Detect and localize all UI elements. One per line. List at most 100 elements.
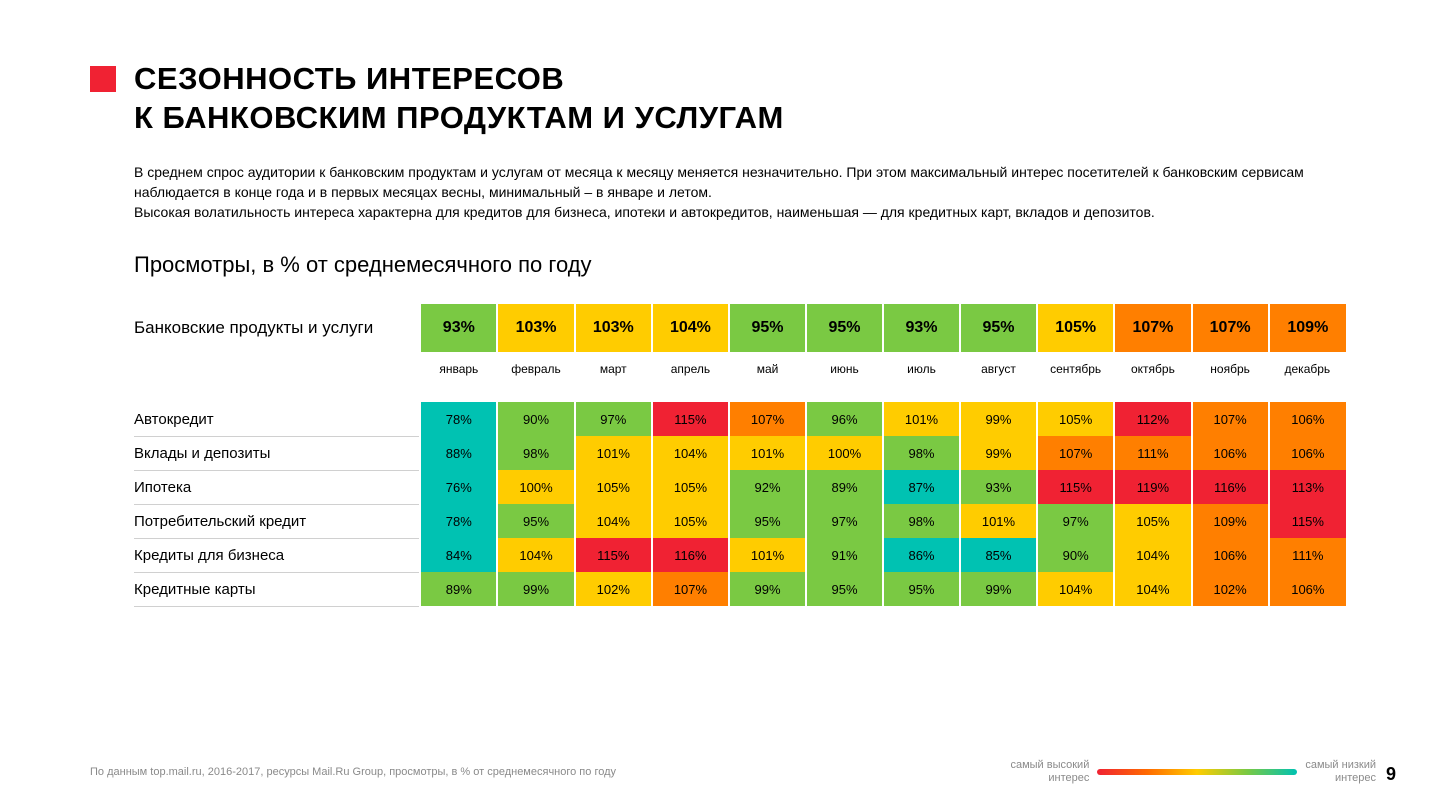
heatmap-cell: 104% bbox=[652, 436, 729, 470]
heatmap-cell: 95% bbox=[960, 304, 1037, 352]
heatmap-cell: 115% bbox=[1037, 470, 1114, 504]
heatmap-cell: 116% bbox=[652, 538, 729, 572]
heatmap-cell: 89% bbox=[806, 470, 883, 504]
heatmap-cell: 99% bbox=[960, 402, 1037, 436]
heatmap-cell: 95% bbox=[806, 572, 883, 606]
heatmap-cell: 97% bbox=[1037, 504, 1114, 538]
heatmap-cell: 98% bbox=[497, 436, 574, 470]
table-row: Кредиты для бизнеса84%104%115%116%101%91… bbox=[134, 538, 1346, 572]
heatmap-cell: 90% bbox=[1037, 538, 1114, 572]
heatmap-cell: 104% bbox=[575, 504, 652, 538]
heatmap-table-wrap: Банковские продукты и услуги93%103%103%1… bbox=[134, 304, 1346, 607]
heatmap-cell: 106% bbox=[1269, 436, 1346, 470]
heatmap-cell: 96% bbox=[806, 402, 883, 436]
month-header: февраль bbox=[497, 352, 574, 388]
heatmap-cell: 105% bbox=[1114, 504, 1191, 538]
heatmap-cell: 115% bbox=[1269, 504, 1346, 538]
heatmap-cell: 84% bbox=[420, 538, 497, 572]
heatmap-cell: 105% bbox=[652, 504, 729, 538]
title-block: СЕЗОННОСТЬ ИНТЕРЕСОВ К БАНКОВСКИМ ПРОДУК… bbox=[90, 60, 1346, 138]
heatmap-table: Банковские продукты и услуги93%103%103%1… bbox=[134, 304, 1346, 607]
heatmap-cell: 98% bbox=[883, 436, 960, 470]
heatmap-cell: 109% bbox=[1192, 504, 1269, 538]
title-line-2: К БАНКОВСКИМ ПРОДУКТАМ И УСЛУГАМ bbox=[134, 100, 784, 135]
heatmap-cell: 105% bbox=[1037, 304, 1114, 352]
heatmap-cell: 99% bbox=[960, 436, 1037, 470]
slide-footer: По данным top.mail.ru, 2016-2017, ресурс… bbox=[90, 759, 1376, 785]
heatmap-cell: 95% bbox=[729, 304, 806, 352]
heatmap-cell: 95% bbox=[729, 504, 806, 538]
legend-gradient-bar bbox=[1097, 769, 1297, 775]
heatmap-cell: 88% bbox=[420, 436, 497, 470]
heatmap-cell: 119% bbox=[1114, 470, 1191, 504]
month-header: май bbox=[729, 352, 806, 388]
heatmap-cell: 85% bbox=[960, 538, 1037, 572]
table-row: Автокредит78%90%97%115%107%96%101%99%105… bbox=[134, 402, 1346, 436]
heatmap-cell: 107% bbox=[729, 402, 806, 436]
heatmap-cell: 97% bbox=[575, 402, 652, 436]
row-label: Потребительский кредит bbox=[134, 504, 420, 538]
heatmap-cell: 111% bbox=[1114, 436, 1191, 470]
heatmap-cell: 101% bbox=[960, 504, 1037, 538]
heatmap-cell: 116% bbox=[1192, 470, 1269, 504]
month-header: март bbox=[575, 352, 652, 388]
heatmap-cell: 104% bbox=[1114, 538, 1191, 572]
row-label: Ипотека bbox=[134, 470, 420, 504]
heatmap-cell: 103% bbox=[575, 304, 652, 352]
heatmap-cell: 105% bbox=[575, 470, 652, 504]
heatmap-cell: 101% bbox=[729, 538, 806, 572]
month-header: июль bbox=[883, 352, 960, 388]
heatmap-cell: 106% bbox=[1192, 436, 1269, 470]
heatmap-cell: 104% bbox=[652, 304, 729, 352]
heatmap-cell: 95% bbox=[806, 304, 883, 352]
heatmap-cell: 100% bbox=[497, 470, 574, 504]
row-label: Кредитные карты bbox=[134, 572, 420, 606]
heatmap-cell: 95% bbox=[883, 572, 960, 606]
heatmap-cell: 101% bbox=[575, 436, 652, 470]
heatmap-cell: 91% bbox=[806, 538, 883, 572]
heatmap-cell: 111% bbox=[1269, 538, 1346, 572]
heatmap-cell: 103% bbox=[497, 304, 574, 352]
heatmap-cell: 87% bbox=[883, 470, 960, 504]
heatmap-cell: 109% bbox=[1269, 304, 1346, 352]
heatmap-cell: 106% bbox=[1269, 402, 1346, 436]
page-title: СЕЗОННОСТЬ ИНТЕРЕСОВ К БАНКОВСКИМ ПРОДУК… bbox=[134, 60, 784, 138]
table-row: Кредитные карты89%99%102%107%99%95%95%99… bbox=[134, 572, 1346, 606]
source-text: По данным top.mail.ru, 2016-2017, ресурс… bbox=[90, 766, 980, 778]
row-label bbox=[134, 352, 420, 388]
heatmap-cell: 104% bbox=[497, 538, 574, 572]
subtitle-text: В среднем спрос аудитории к банковским п… bbox=[134, 162, 1314, 223]
heatmap-cell: 95% bbox=[497, 504, 574, 538]
heatmap-cell: 104% bbox=[1037, 572, 1114, 606]
heatmap-cell: 104% bbox=[1114, 572, 1191, 606]
color-legend: самый высокийинтерес самый низкийинтерес bbox=[1010, 759, 1376, 785]
title-line-1: СЕЗОННОСТЬ ИНТЕРЕСОВ bbox=[134, 61, 564, 96]
month-header: октябрь bbox=[1114, 352, 1191, 388]
month-header: сентябрь bbox=[1037, 352, 1114, 388]
heatmap-cell: 105% bbox=[1037, 402, 1114, 436]
heatmap-cell: 86% bbox=[883, 538, 960, 572]
month-header: декабрь bbox=[1269, 352, 1346, 388]
heatmap-cell: 105% bbox=[652, 470, 729, 504]
heatmap-cell: 113% bbox=[1269, 470, 1346, 504]
heatmap-cell: 90% bbox=[497, 402, 574, 436]
heatmap-cell: 107% bbox=[1192, 304, 1269, 352]
heatmap-cell: 102% bbox=[575, 572, 652, 606]
month-header: январь bbox=[420, 352, 497, 388]
heatmap-cell: 107% bbox=[1037, 436, 1114, 470]
heatmap-cell: 101% bbox=[729, 436, 806, 470]
months-header-row: январьфевральмартапрельмайиюньиюльавгуст… bbox=[134, 352, 1346, 388]
heatmap-cell: 76% bbox=[420, 470, 497, 504]
month-header: апрель bbox=[652, 352, 729, 388]
row-label: Банковские продукты и услуги bbox=[134, 304, 420, 352]
legend-low-label: самый низкийинтерес bbox=[1305, 759, 1376, 785]
accent-square-icon bbox=[90, 66, 116, 92]
row-label: Вклады и депозиты bbox=[134, 436, 420, 470]
heatmap-cell: 97% bbox=[806, 504, 883, 538]
heatmap-cell: 99% bbox=[497, 572, 574, 606]
heatmap-cell: 100% bbox=[806, 436, 883, 470]
page-number: 9 bbox=[1386, 764, 1396, 785]
heatmap-cell: 78% bbox=[420, 402, 497, 436]
heatmap-cell: 107% bbox=[1114, 304, 1191, 352]
heatmap-cell: 93% bbox=[420, 304, 497, 352]
